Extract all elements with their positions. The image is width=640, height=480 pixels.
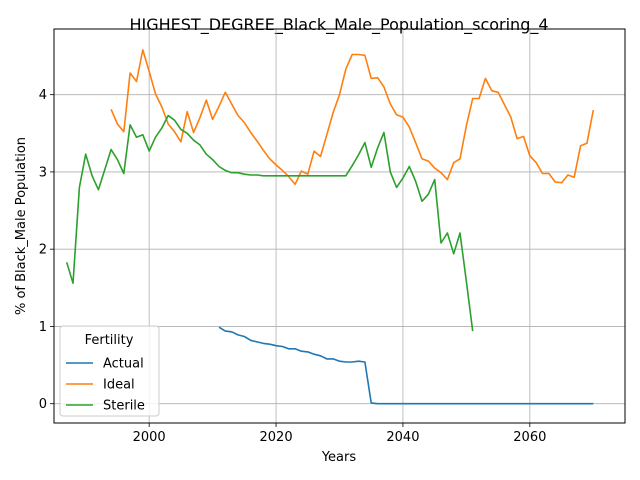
legend-label-ideal: Ideal (103, 378, 135, 393)
y-tick-label: 1 (39, 320, 47, 335)
plot-lines (65, 49, 595, 405)
legend-box (59, 325, 160, 417)
y-tick-label: 4 (39, 88, 47, 103)
y-tick-label: 3 (39, 165, 47, 180)
legend-label-sterile: Sterile (103, 399, 145, 414)
series-line-ideal (110, 49, 595, 186)
x-tick-label: 2060 (513, 430, 546, 445)
x-tick-label: 2020 (260, 430, 293, 445)
x-axis: 2000 2020 2040 2060 (133, 423, 546, 445)
series-line-sterile (65, 114, 474, 332)
legend-label-actual: Actual (103, 357, 144, 372)
y-axis: 0 1 2 3 4 (39, 88, 54, 412)
plot-frame (53, 28, 626, 424)
y-tick-label: 2 (39, 243, 47, 258)
y-axis-label: % of Black_Male Population (14, 137, 29, 315)
x-tick-label: 2000 (133, 430, 166, 445)
legend-title: Fertility (85, 333, 134, 348)
x-axis-label: Years (321, 450, 357, 465)
chart-title: HIGHEST_DEGREE_Black_Male_Population_sco… (129, 15, 548, 35)
y-tick-label: 0 (39, 397, 47, 412)
grid (54, 29, 625, 423)
x-tick-label: 2040 (386, 430, 419, 445)
series-line-actual (218, 326, 594, 405)
legend: Fertility Actual Ideal Sterile (59, 325, 160, 417)
